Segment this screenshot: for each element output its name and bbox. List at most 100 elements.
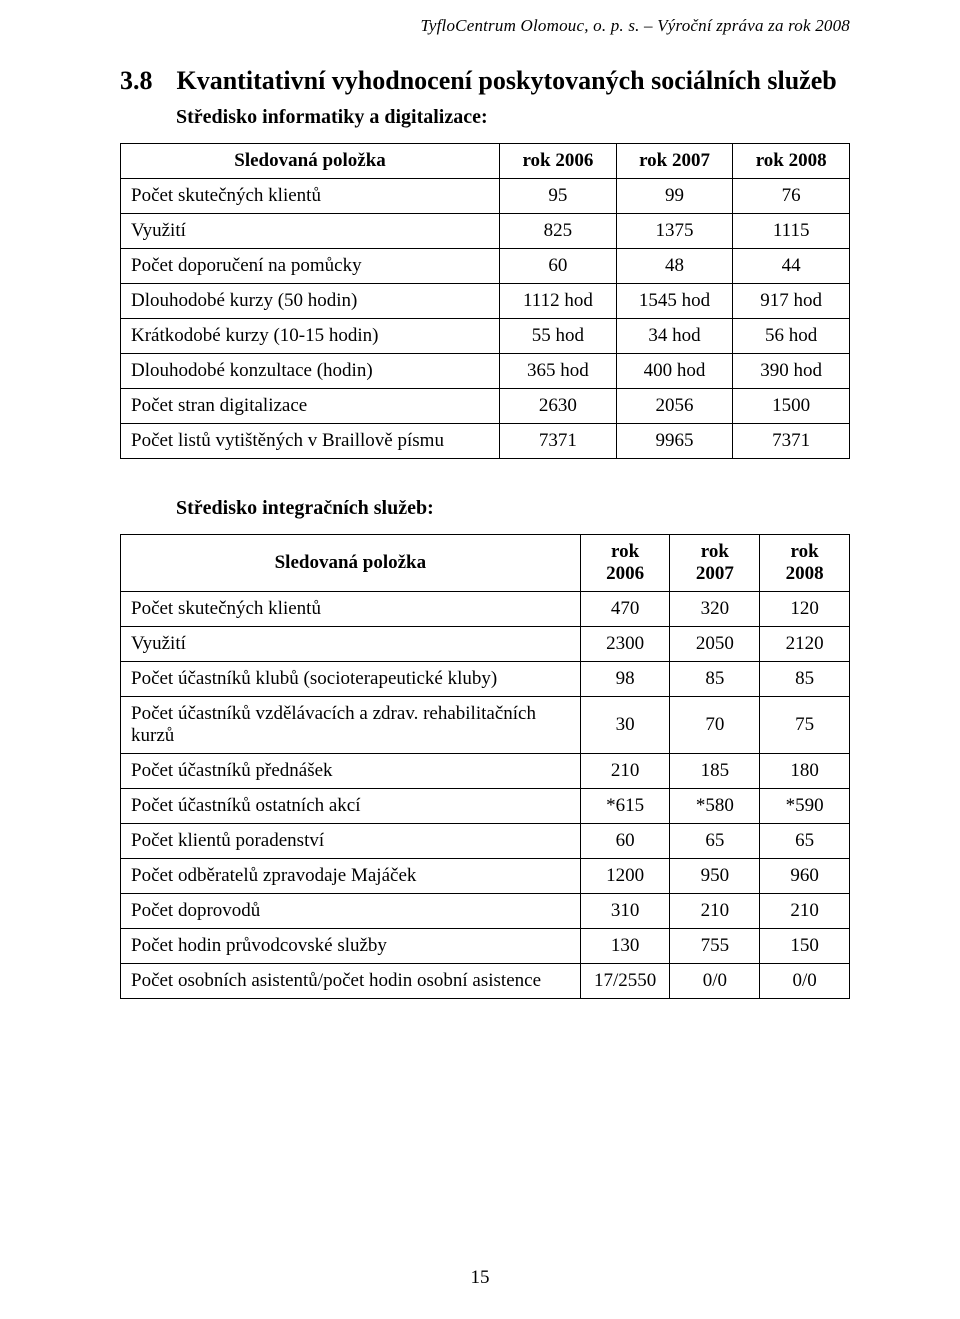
table-informatika: Sledovaná položka rok 2006 rok 2007 rok … — [120, 143, 850, 459]
cell-value: 30 — [580, 697, 670, 754]
section-title: Kvantitativní vyhodnocení poskytovaných … — [177, 66, 837, 96]
table-integracni: Sledovaná položka rok 2006 rok 2007 rok … — [120, 534, 850, 999]
cell-value: 210 — [670, 894, 760, 929]
th-2007: rok 2007 — [670, 535, 760, 592]
cell-value: 2630 — [500, 389, 617, 424]
table-row: Krátkodobé kurzy (10-15 hodin)55 hod34 h… — [121, 319, 850, 354]
cell-label: Počet listů vytištěných v Braillově písm… — [121, 424, 500, 459]
cell-value: 56 hod — [733, 319, 850, 354]
cell-label: Počet hodin průvodcovské služby — [121, 929, 581, 964]
cell-value: 960 — [760, 859, 850, 894]
cell-value: 44 — [733, 249, 850, 284]
cell-label: Krátkodobé kurzy (10-15 hodin) — [121, 319, 500, 354]
table-row: Počet listů vytištěných v Braillově písm… — [121, 424, 850, 459]
cell-value: 85 — [670, 662, 760, 697]
cell-value: 2120 — [760, 627, 850, 662]
table-row: Počet účastníků klubů (socioterapeutické… — [121, 662, 850, 697]
cell-value: 2056 — [616, 389, 733, 424]
cell-value: 85 — [760, 662, 850, 697]
cell-value: 70 — [670, 697, 760, 754]
subheading-block1: Středisko informatiky a digitalizace: — [176, 106, 850, 129]
cell-value: 1112 hod — [500, 284, 617, 319]
cell-value: 65 — [670, 824, 760, 859]
cell-value: 1200 — [580, 859, 670, 894]
document-page: TyfloCentrum Olomouc, o. p. s. – Výroční… — [0, 0, 960, 1319]
table-row: Počet odběratelů zpravodaje Majáček12009… — [121, 859, 850, 894]
cell-label: Počet účastníků vzdělávacích a zdrav. re… — [121, 697, 581, 754]
section-heading: 3.8 Kvantitativní vyhodnocení poskytovan… — [120, 66, 850, 96]
table-header-row: Sledovaná položka rok 2006 rok 2007 rok … — [121, 535, 850, 592]
table-row: Počet doporučení na pomůcky604844 — [121, 249, 850, 284]
cell-value: 75 — [760, 697, 850, 754]
cell-value: 60 — [580, 824, 670, 859]
th-label: Sledovaná položka — [121, 144, 500, 179]
cell-value: 825 — [500, 214, 617, 249]
cell-label: Počet osobních asistentů/počet hodin oso… — [121, 964, 581, 999]
table-row: Dlouhodobé kurzy (50 hodin)1112 hod1545 … — [121, 284, 850, 319]
th-2007: rok 2007 — [616, 144, 733, 179]
table-row: Počet skutečných klientů959976 — [121, 179, 850, 214]
cell-value: 120 — [760, 592, 850, 627]
cell-label: Počet stran digitalizace — [121, 389, 500, 424]
cell-label: Dlouhodobé kurzy (50 hodin) — [121, 284, 500, 319]
cell-value: 95 — [500, 179, 617, 214]
cell-value: 320 — [670, 592, 760, 627]
cell-value: 400 hod — [616, 354, 733, 389]
page-number: 15 — [0, 1267, 960, 1289]
cell-value: 1375 — [616, 214, 733, 249]
cell-label: Dlouhodobé konzultace (hodin) — [121, 354, 500, 389]
cell-value: 17/2550 — [580, 964, 670, 999]
cell-value: 180 — [760, 754, 850, 789]
cell-value: 917 hod — [733, 284, 850, 319]
cell-value: 60 — [500, 249, 617, 284]
th-2008: rok 2008 — [733, 144, 850, 179]
subheading-block2: Středisko integračních služeb: — [176, 497, 850, 520]
cell-label: Využití — [121, 627, 581, 662]
th-2006: rok 2006 — [580, 535, 670, 592]
table-row: Počet účastníků přednášek210185180 — [121, 754, 850, 789]
cell-value: 7371 — [733, 424, 850, 459]
cell-label: Počet odběratelů zpravodaje Majáček — [121, 859, 581, 894]
cell-label: Využití — [121, 214, 500, 249]
th-label: Sledovaná položka — [121, 535, 581, 592]
cell-value: 390 hod — [733, 354, 850, 389]
th-2006: rok 2006 — [500, 144, 617, 179]
cell-value: 470 — [580, 592, 670, 627]
table-row: Počet účastníků ostatních akcí*615*580*5… — [121, 789, 850, 824]
cell-value: 0/0 — [760, 964, 850, 999]
table-row: Počet osobních asistentů/počet hodin oso… — [121, 964, 850, 999]
cell-value: 755 — [670, 929, 760, 964]
cell-label: Počet doporučení na pomůcky — [121, 249, 500, 284]
cell-value: 1545 hod — [616, 284, 733, 319]
cell-value: 150 — [760, 929, 850, 964]
table-row: Využití82513751115 — [121, 214, 850, 249]
cell-value: 0/0 — [670, 964, 760, 999]
cell-value: 9965 — [616, 424, 733, 459]
cell-value: 2300 — [580, 627, 670, 662]
cell-value: 1500 — [733, 389, 850, 424]
cell-value: 34 hod — [616, 319, 733, 354]
cell-value: 950 — [670, 859, 760, 894]
cell-label: Počet účastníků přednášek — [121, 754, 581, 789]
cell-value: 76 — [733, 179, 850, 214]
cell-value: *580 — [670, 789, 760, 824]
cell-label: Počet skutečných klientů — [121, 592, 581, 627]
cell-value: 210 — [580, 754, 670, 789]
cell-label: Počet účastníků klubů (socioterapeutické… — [121, 662, 581, 697]
cell-value: 365 hod — [500, 354, 617, 389]
cell-label: Počet klientů poradenství — [121, 824, 581, 859]
cell-value: 1115 — [733, 214, 850, 249]
cell-value: *615 — [580, 789, 670, 824]
cell-value: 98 — [580, 662, 670, 697]
cell-label: Počet doprovodů — [121, 894, 581, 929]
cell-value: 210 — [760, 894, 850, 929]
cell-value: 7371 — [500, 424, 617, 459]
table-row: Využití230020502120 — [121, 627, 850, 662]
table-row: Počet hodin průvodcovské služby130755150 — [121, 929, 850, 964]
table-header-row: Sledovaná položka rok 2006 rok 2007 rok … — [121, 144, 850, 179]
running-header: TyfloCentrum Olomouc, o. p. s. – Výroční… — [120, 16, 850, 36]
cell-value: 65 — [760, 824, 850, 859]
table-row: Počet skutečných klientů470320120 — [121, 592, 850, 627]
th-2008: rok 2008 — [760, 535, 850, 592]
table-row: Dlouhodobé konzultace (hodin)365 hod400 … — [121, 354, 850, 389]
